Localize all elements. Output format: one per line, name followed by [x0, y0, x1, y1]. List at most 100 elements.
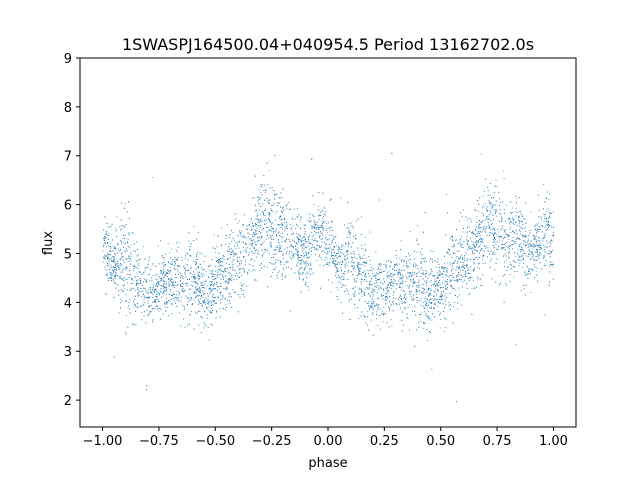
data-point [212, 281, 214, 283]
data-point [143, 287, 145, 289]
data-point [381, 288, 383, 290]
data-point [201, 253, 203, 255]
data-point [142, 290, 143, 292]
data-point [251, 259, 253, 261]
data-point [548, 253, 550, 254]
data-point [480, 238, 482, 239]
data-point [429, 307, 431, 309]
data-point [376, 292, 378, 294]
data-point [124, 301, 126, 303]
data-point [369, 263, 371, 265]
data-point [274, 212, 276, 214]
data-point [281, 223, 283, 225]
data-point [503, 178, 505, 180]
data-point [227, 250, 228, 252]
data-point [425, 273, 427, 274]
data-point [537, 225, 539, 226]
data-point [346, 227, 348, 229]
data-point [376, 272, 378, 274]
data-point [200, 282, 202, 284]
data-point [437, 258, 439, 260]
data-point [146, 290, 148, 292]
data-point [148, 273, 150, 275]
data-point [296, 243, 298, 245]
data-point [359, 271, 361, 273]
data-point [210, 303, 212, 305]
data-point [179, 312, 181, 314]
data-point [105, 269, 107, 271]
data-point [391, 152, 393, 154]
data-point [493, 218, 494, 220]
data-point [437, 290, 439, 292]
data-point [519, 238, 520, 239]
data-point [222, 275, 224, 277]
data-point [385, 261, 387, 263]
data-point [407, 306, 409, 308]
data-point [128, 255, 130, 257]
data-point [445, 327, 447, 328]
data-point [355, 234, 356, 236]
data-point [549, 215, 551, 217]
data-point [117, 260, 119, 262]
data-point [193, 277, 195, 279]
data-point [280, 197, 282, 199]
data-point [118, 294, 120, 296]
data-point [385, 296, 387, 298]
data-point [419, 314, 421, 316]
data-point [335, 271, 337, 273]
data-point [158, 281, 160, 282]
data-point [138, 291, 140, 293]
data-point [248, 269, 250, 271]
data-point [518, 225, 520, 227]
data-point [107, 258, 109, 260]
data-point [111, 276, 113, 278]
data-point [412, 285, 414, 287]
data-point [429, 288, 431, 289]
data-point [232, 259, 234, 261]
data-point [368, 287, 370, 289]
data-point [347, 265, 349, 267]
data-point [461, 304, 463, 306]
data-point [279, 261, 281, 263]
data-point [296, 237, 298, 239]
data-point [276, 211, 278, 212]
data-point [475, 249, 477, 251]
data-point [459, 239, 461, 241]
data-point [104, 236, 105, 237]
data-point [387, 292, 389, 293]
data-point [152, 262, 154, 264]
data-point [345, 255, 347, 256]
data-point [259, 197, 261, 199]
data-point [189, 272, 191, 274]
data-point [523, 249, 525, 251]
data-point [524, 245, 526, 247]
data-point [539, 247, 541, 248]
data-point [474, 267, 476, 268]
data-point [311, 225, 313, 227]
data-point [192, 303, 193, 304]
data-point [103, 239, 105, 241]
data-point [345, 250, 347, 252]
data-point [303, 262, 305, 264]
data-point [399, 257, 401, 259]
data-point [130, 287, 132, 289]
data-point [304, 233, 306, 235]
data-point [156, 296, 157, 298]
data-point [502, 201, 503, 203]
data-point [539, 262, 541, 264]
data-point [252, 236, 253, 237]
data-point [374, 286, 376, 287]
data-point [205, 281, 207, 282]
data-point [308, 264, 309, 266]
data-point [348, 223, 350, 224]
data-point [501, 219, 503, 221]
data-point [153, 286, 154, 288]
data-point [369, 287, 371, 289]
data-point [197, 284, 199, 285]
data-point [110, 264, 112, 266]
data-point [324, 221, 326, 223]
data-point [305, 273, 307, 275]
data-point [449, 285, 451, 287]
data-point [219, 269, 220, 271]
data-point [293, 241, 295, 243]
